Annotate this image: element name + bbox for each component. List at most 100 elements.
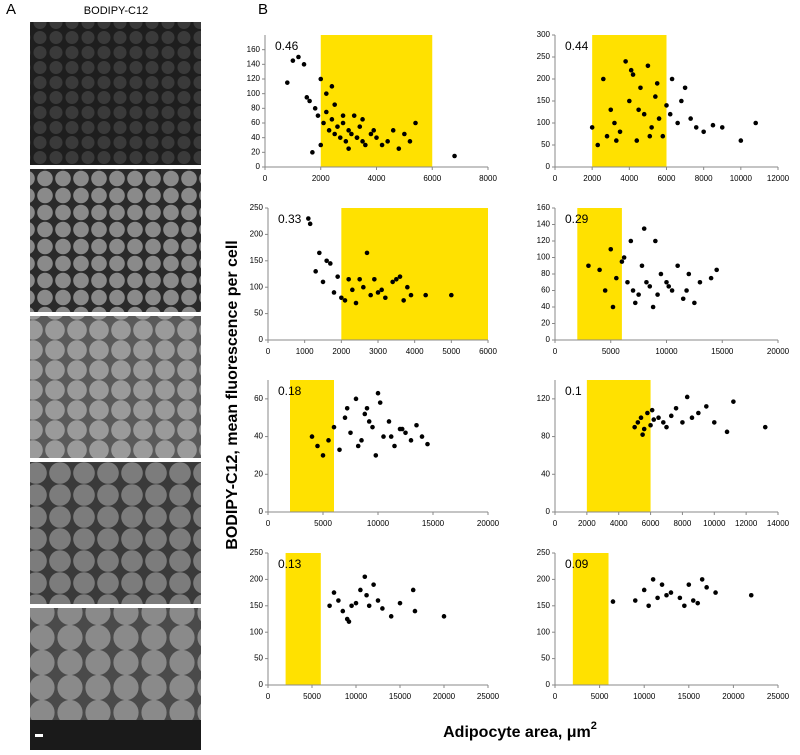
point: [385, 139, 390, 144]
point: [407, 139, 413, 144]
point: [399, 426, 405, 432]
point: [647, 284, 653, 289]
point: [327, 603, 332, 609]
y-tick-label: 200: [537, 74, 551, 83]
x-tick-label: 0: [263, 174, 268, 183]
point: [680, 420, 685, 425]
point: [324, 258, 329, 264]
x-tick-label: 0: [266, 347, 271, 356]
x-tick-label: 4000: [620, 174, 638, 183]
y-tick-label: 120: [537, 236, 551, 245]
point: [679, 98, 684, 104]
x-tick-label: 14000: [767, 519, 790, 528]
point: [653, 238, 658, 244]
point: [686, 271, 692, 277]
point: [628, 67, 634, 73]
point: [397, 274, 403, 279]
y-tick-label: 100: [247, 89, 261, 98]
point: [413, 120, 418, 126]
point: [349, 131, 354, 137]
y-tick-label: 0: [546, 335, 551, 344]
point: [375, 290, 381, 295]
point: [359, 438, 364, 443]
y-tick-label: 0: [259, 335, 264, 344]
point: [675, 120, 680, 126]
x-tick-label: 10000: [655, 347, 678, 356]
x-tick-label: 20000: [433, 692, 456, 701]
point: [337, 447, 342, 453]
point: [731, 399, 736, 404]
correlation-label: 0.29: [565, 212, 589, 226]
point: [664, 424, 669, 430]
point: [714, 267, 719, 273]
point: [331, 424, 337, 430]
x-tick-label: 15000: [389, 692, 412, 701]
point: [641, 226, 647, 231]
point: [619, 259, 625, 264]
point: [405, 284, 410, 290]
point: [324, 91, 329, 96]
point: [632, 424, 637, 430]
x-tick-label: 8000: [695, 174, 713, 183]
point: [396, 146, 402, 151]
point: [381, 434, 386, 439]
point: [335, 124, 340, 129]
x-axis-title-sup: 2: [591, 720, 597, 732]
point: [689, 415, 695, 421]
point: [654, 81, 660, 86]
point: [639, 263, 645, 269]
point: [669, 76, 675, 82]
y-axis-title: BODIPY-C12, mean fluorescence per cell: [224, 240, 241, 549]
point: [686, 582, 692, 587]
correlation-label: 0.46: [275, 39, 299, 53]
x-tick-label: 25000: [767, 692, 790, 701]
y-tick-label: 100: [537, 118, 551, 127]
image-title: BODIPY-C12: [84, 5, 148, 17]
point: [364, 405, 370, 411]
y-tick-label: 40: [541, 469, 550, 478]
point: [324, 109, 329, 115]
y-tick-label: 50: [254, 654, 263, 663]
point: [366, 603, 372, 609]
point: [646, 603, 651, 609]
y-tick-label: 60: [251, 118, 260, 127]
micrograph: [30, 22, 201, 165]
y-tick-label: 200: [537, 575, 551, 584]
point: [640, 432, 645, 437]
y-tick-label: 0: [546, 680, 551, 689]
highlight-band: [577, 208, 622, 340]
y-tick-label: 40: [251, 133, 260, 142]
point: [336, 598, 341, 603]
highlight-band: [320, 35, 433, 167]
point: [315, 113, 321, 118]
point: [340, 608, 346, 614]
correlation-label: 0.18: [278, 384, 302, 398]
point: [318, 76, 324, 82]
point: [355, 443, 361, 449]
y-tick-label: 50: [254, 309, 263, 318]
x-tick-label: 2000: [583, 174, 601, 183]
point: [375, 598, 381, 603]
y-tick-label: 150: [250, 601, 264, 610]
point: [342, 415, 348, 421]
scale-bar: [35, 734, 43, 737]
point: [377, 400, 383, 405]
point: [614, 138, 619, 143]
point: [337, 135, 343, 140]
y-tick-label: 200: [250, 575, 264, 584]
point: [328, 261, 333, 266]
point: [684, 288, 689, 293]
point: [668, 590, 674, 595]
point: [449, 292, 454, 298]
point: [372, 276, 377, 282]
highlight-band: [586, 380, 651, 512]
y-tick-label: 140: [247, 59, 261, 68]
point: [636, 107, 641, 113]
point: [664, 103, 669, 108]
point: [364, 592, 369, 598]
point: [401, 298, 406, 303]
x-tick-label: 4000: [406, 347, 424, 356]
x-tick-label: 5000: [314, 519, 332, 528]
point: [368, 131, 374, 137]
